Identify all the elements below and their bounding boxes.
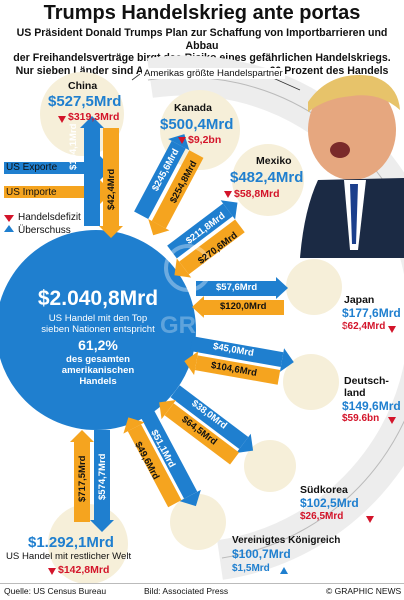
partner-arc-line: [147, 76, 404, 559]
mexiko-import-arrow: [179, 219, 245, 275]
legend-deficit-triangle: [4, 215, 14, 222]
mexiko-total: $482,4Mrd: [230, 169, 304, 186]
legend-imports: US Importe: [6, 187, 57, 198]
kanada-export-arrow: [134, 140, 186, 220]
center-desc-2: des gesamten amerikanischen Handels: [8, 354, 188, 387]
uk-import-arrow: [127, 424, 182, 508]
footer-divider: [0, 583, 404, 584]
suedkorea-deficit-icon: [366, 516, 374, 523]
deutschland-balance: $59.6bn: [342, 413, 380, 424]
china-total: $527,5Mrd: [48, 93, 122, 110]
deutschland-circle: [283, 354, 339, 410]
china-export-arrow: [84, 128, 100, 226]
center-circle: [0, 230, 196, 430]
japan-total: $177,6Mrd: [342, 306, 401, 320]
trump-photo: [300, 75, 404, 258]
kanada-import-arrow: [151, 150, 204, 229]
kanada-name: Kanada: [174, 102, 212, 114]
legend-deficit: Handelsdefizit: [18, 212, 81, 223]
japan-export-value: $57,6Mrd: [216, 282, 258, 293]
japan-import-arrow: [204, 300, 284, 315]
japan-export-arrow: [196, 281, 276, 296]
uk-balance: $1,5Mrd: [232, 563, 270, 574]
center-line: US Handel mit den Top: [48, 313, 148, 324]
mexiko-export-arrow: [167, 203, 233, 259]
uk-name: Vereinigtes Königreich: [232, 535, 341, 546]
rest-deficit-icon: [48, 568, 56, 575]
suedkorea-circle: [244, 440, 296, 492]
center-percent: 61,2%: [78, 337, 118, 353]
legend-surplus-triangle: [4, 225, 14, 232]
deutschland-deficit-icon: [388, 417, 396, 424]
suedkorea-export-arrow: [170, 385, 249, 449]
deutschland-import-arrow: [194, 355, 281, 385]
watermark-logo: [164, 244, 212, 292]
page-title: Trumps Handelskrieg ante portas: [43, 2, 361, 24]
china-deficit-icon: [58, 116, 66, 123]
mexiko-balance: $58,8Mrd: [234, 188, 280, 200]
mexiko-name: Mexiko: [256, 155, 292, 167]
uk-surplus-icon: [280, 567, 288, 574]
center-line: des gesamten: [66, 354, 130, 365]
rest-import-value: $717,5Mrd: [77, 455, 88, 502]
rest-export-value: $574,7Mrd: [97, 453, 108, 500]
deutschland-name-1: Deutsch-: [344, 375, 389, 387]
center-line: sieben Nationen entspricht: [41, 324, 155, 335]
kanada-balance: $9,2bn: [188, 134, 222, 146]
china-balance: $319,3Mrd: [68, 111, 120, 123]
suedkorea-balance: $26,5Mrd: [300, 511, 344, 522]
uk-circle: [170, 494, 226, 550]
japan-circle: [286, 259, 342, 315]
japan-import-value: $120,0Mrd: [220, 301, 267, 312]
center-line: amerikanischen: [61, 365, 135, 376]
rest-import-arrow: [74, 442, 90, 522]
china-import-arrow: [103, 128, 119, 226]
suedkorea-name: Südkorea: [300, 484, 348, 496]
suedkorea-import-arrow: [164, 403, 240, 465]
label-leader-line: [131, 73, 141, 81]
china-export-value: $104,1Mrd: [68, 123, 79, 170]
china-import-value: $42,4Mrd: [106, 168, 117, 210]
japan-name: Japan: [344, 294, 375, 306]
footer-photo: Bild: Associated Press: [144, 586, 229, 596]
kanada-deficit-icon: [178, 137, 186, 144]
center-desc: US Handel mit den Top sieben Nationen en…: [8, 313, 188, 335]
footer-copyright: © GRAPHIC NEWS: [326, 586, 402, 596]
rest-balance: $142,8Mrd: [58, 564, 110, 576]
center-total: $2.040,8Mrd: [37, 287, 159, 310]
japan-balance: $62,4Mrd: [342, 321, 386, 332]
legend-exports: US Exporte: [6, 162, 58, 173]
center-line: Handels: [79, 376, 117, 387]
kanada-total: $500,4Mrd: [160, 116, 234, 133]
china-name: China: [68, 80, 98, 92]
deutschland-name-2: land: [344, 387, 366, 399]
japan-deficit-icon: [388, 326, 396, 333]
uk-total: $100,7Mrd: [232, 547, 291, 561]
mexiko-circle: [232, 144, 304, 216]
legend-surplus: Überschuss: [18, 225, 71, 236]
subtitle-line: US Präsident Donald Trumps Plan zur Scha…: [16, 27, 388, 52]
deutschland-total: $149,6Mrd: [342, 399, 401, 413]
deutschland-export-arrow: [190, 336, 284, 367]
footer-source: Quelle: US Census Bureau: [4, 586, 107, 596]
mexiko-deficit-icon: [224, 191, 232, 198]
watermark: GRAPHIC NEWS: [160, 312, 350, 339]
rest-label: US Handel mit restlicher Welt: [6, 551, 132, 562]
rest-total: $1.292,1Mrd: [28, 534, 114, 551]
suedkorea-total: $102,5Mrd: [300, 496, 359, 510]
partner-label: Amerikas größte Handelspartner: [142, 68, 285, 79]
partner-arc: [147, 55, 404, 580]
uk-export-arrow: [140, 410, 198, 499]
rest-export-arrow: [94, 430, 110, 520]
